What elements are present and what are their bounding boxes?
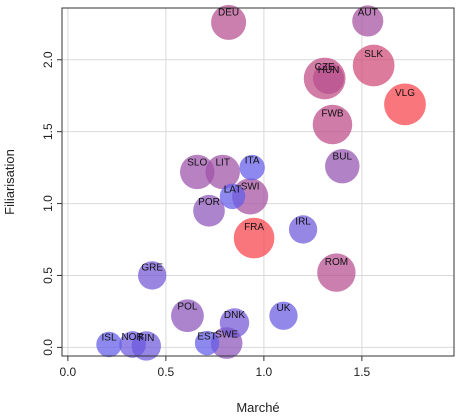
point-label-isl: ISL xyxy=(102,332,117,343)
point-label-est: EST xyxy=(197,331,216,342)
bubble-lat xyxy=(219,183,246,210)
y-tick-label: 0.5 xyxy=(41,267,55,284)
point-label-cze: CZE xyxy=(315,62,335,73)
bubble-layer xyxy=(96,4,426,361)
plot-frame xyxy=(61,7,455,357)
bubble-isl xyxy=(96,331,122,358)
point-label-dnk: DNK xyxy=(224,310,245,321)
x-tick-label: 1.5 xyxy=(354,365,371,379)
y-axis-title: Filiarisation xyxy=(2,149,17,215)
point-label-irl: IRL xyxy=(295,217,311,228)
point-label-fra: FRA xyxy=(244,222,264,233)
point-label-nor: NOR xyxy=(121,332,143,343)
point-label-pol: POL xyxy=(177,302,197,313)
x-axis: 0.0 0.5 1.0 1.5 xyxy=(60,356,371,379)
x-tick-label: 1.0 xyxy=(256,365,273,379)
point-label-slo: SLO xyxy=(187,157,207,168)
point-label-rom: ROM xyxy=(325,257,348,268)
x-tick-label: 0.5 xyxy=(158,365,175,379)
point-label-bul: BUL xyxy=(333,152,353,163)
bubble-aut xyxy=(352,5,384,37)
bubble-ita xyxy=(239,154,265,181)
bubble-slo xyxy=(180,154,215,190)
point-label-lit: LIT xyxy=(215,157,229,168)
bubble-lit xyxy=(205,154,240,190)
point-label-aut: AUT xyxy=(358,7,378,18)
point-label-vlg: VLG xyxy=(395,88,415,99)
point-label-hun: HUN xyxy=(318,65,340,76)
bubble-hun xyxy=(313,62,345,95)
bubble-pol xyxy=(171,299,204,333)
x-axis-title: Marché xyxy=(236,400,279,415)
point-label-uk: UK xyxy=(277,303,291,314)
bubble-irl xyxy=(288,215,318,244)
bubble-vlg xyxy=(384,83,426,126)
point-label-ita: ITA xyxy=(245,156,260,167)
point-label-deu: DEU xyxy=(218,8,239,19)
bubble-gre xyxy=(138,261,167,290)
y-tick-label: 1.0 xyxy=(41,195,55,212)
bubble-slk xyxy=(352,44,395,87)
point-label-fin: FIN xyxy=(138,333,154,344)
point-label-gre: GRE xyxy=(141,263,163,274)
bubble-rom xyxy=(317,253,356,292)
bubble-nor xyxy=(119,331,146,358)
bubble-fwb xyxy=(312,104,353,145)
bubble-dnk xyxy=(219,308,250,338)
y-tick-label: 0.0 xyxy=(41,339,55,356)
point-label-lat: LAT xyxy=(224,184,242,195)
bubble-uk xyxy=(269,301,298,330)
point-label-swe: SWE xyxy=(215,329,238,340)
point-label-fwb: FWB xyxy=(321,109,344,120)
y-axis: 0.0 0.5 1.0 1.5 2.0 xyxy=(41,51,62,356)
x-tick-label: 0.0 xyxy=(60,365,77,379)
point-label-slk: SLK xyxy=(364,49,383,60)
bubble-por xyxy=(193,194,225,227)
y-tick-label: 2.0 xyxy=(41,51,55,68)
point-label-swi: SWI xyxy=(241,181,260,192)
point-label-por: POR xyxy=(198,197,220,208)
bubble-deu xyxy=(211,4,247,40)
bubble-est xyxy=(194,330,220,356)
y-tick-label: 1.5 xyxy=(41,123,55,140)
bubble-fra xyxy=(233,217,275,259)
bubble-bul xyxy=(325,148,360,184)
